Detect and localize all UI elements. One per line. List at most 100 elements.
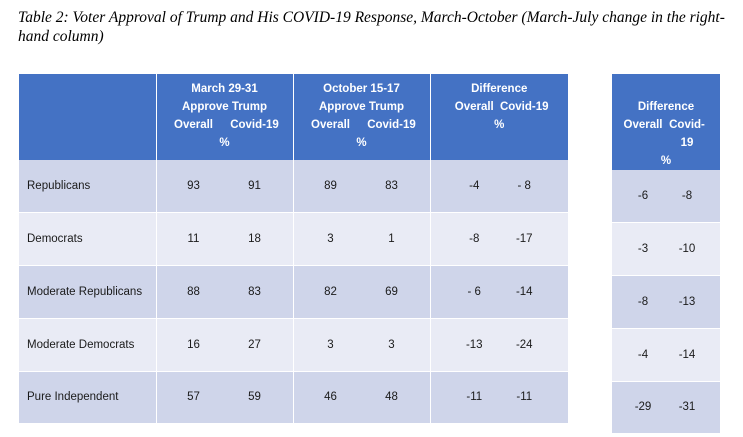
value-october-covid: 3 [388,338,395,351]
value-march-covid: 27 [248,338,261,351]
side-value-covid: -10 [678,242,696,255]
table-row: Republicans 93 91 89 83 -4 - 8 [19,160,568,212]
header-march-covid: Covid-19 [230,119,279,131]
table-row: Moderate Democrats 16 27 3 3 -13 -24 [19,318,568,371]
value-difference-covid: -14 [515,285,533,298]
table-row: -4 -14 [612,328,720,381]
value-march-overall: 57 [187,391,200,403]
row-label: Moderate Republicans [19,265,157,318]
cell-march: 88 83 [156,265,294,318]
value-difference-overall: -13 [465,338,483,351]
value-october-covid: 83 [385,179,398,192]
side-value-overall: -8 [637,295,649,308]
side-value-covid: -13 [678,295,696,308]
header-october-date: October 15-17 [323,83,400,95]
value-difference-covid: -11 [516,391,533,403]
value-october-covid: 69 [385,285,398,298]
header-october: October 15-17 Approve Trump Overall Covi… [293,74,431,160]
side-header-unit: % [660,155,672,167]
cell-march: 11 18 [156,212,294,265]
header-october-title: Approve Trump [319,101,404,113]
value-march-overall: 11 [187,232,200,245]
value-difference-covid: - 8 [517,179,531,192]
cell-october: 89 83 [293,160,431,212]
side-header-overall: Overall [623,119,663,131]
side-value-overall: -29 [634,401,652,413]
value-october-overall: 3 [327,232,334,245]
cell-march: 16 27 [156,318,294,371]
header-march-title: Approve Trump [182,101,267,113]
table-row: -3 -10 [612,222,720,275]
cell-difference: - 6 -14 [430,265,568,318]
cell-difference: -8 -17 [430,212,568,265]
header-difference-covid: Covid-19 [499,101,549,113]
side-value-overall: -3 [637,242,649,255]
cell-october: 82 69 [293,265,431,318]
value-march-overall: 88 [187,285,200,298]
row-label: Democrats [19,212,157,265]
row-label: Moderate Democrats [19,318,157,371]
row-label: Pure Independent [19,371,157,423]
header-difference-overall: Overall [454,101,494,113]
cell-difference: -13 -24 [430,318,568,371]
side-header-title: Difference [637,101,695,113]
value-difference-overall: - 6 [467,285,481,298]
value-march-covid: 83 [248,285,261,298]
table-row: Democrats 11 18 3 1 -8 -17 [19,212,568,265]
side-cell: -8 -13 [612,275,720,328]
side-difference-table: Difference Overall Covid-19 % -6 -8 -3 -10-… [612,74,720,434]
header-march-overall: Overall [174,119,213,131]
value-october-overall: 89 [324,179,337,192]
table-row: Moderate Republicans 88 83 82 69 - 6 -14 [19,265,568,318]
cell-march: 93 91 [156,160,294,212]
value-difference-overall: -8 [469,232,480,245]
value-october-overall: 3 [327,338,334,351]
value-march-overall: 93 [187,179,200,192]
header-march: March 29-31 Approve Trump Overall Covid-… [156,74,294,160]
main-table: March 29-31 Approve Trump Overall Covid-… [19,74,568,424]
cell-difference: -4 - 8 [430,160,568,212]
table-row: -6 -8 [612,170,720,222]
cell-difference: -11 -11 [430,371,568,423]
side-cell: -29 -31 [612,381,720,433]
side-value-overall: -6 [637,189,649,202]
header-october-unit: % [356,137,367,149]
row-label: Republicans [19,160,157,212]
cell-october: 46 48 [293,371,431,423]
value-october-covid: 48 [385,391,398,403]
value-difference-overall: -4 [469,179,480,192]
header-march-unit: % [219,137,230,149]
header-difference-title: Difference [471,83,528,95]
header-october-overall: Overall [311,119,350,131]
value-march-covid: 18 [248,232,261,245]
side-value-covid: -31 [678,401,696,413]
cell-march: 57 59 [156,371,294,423]
value-march-covid: 91 [248,179,261,192]
side-header: Difference Overall Covid-19 % [612,74,720,170]
table-row: -8 -13 [612,275,720,328]
side-cell: -6 -8 [612,170,720,222]
table-caption: Table 2: Voter Approval of Trump and His… [18,9,725,45]
header-difference: Difference Overall Covid-19 % [430,74,568,160]
table-row: Pure Independent 57 59 46 48 -11 -11 [19,371,568,423]
side-value-covid: -14 [678,348,696,361]
value-difference-covid: -24 [515,338,533,351]
table-row: -29 -31 [612,381,720,433]
value-difference-overall: -11 [466,391,483,403]
header-march-date: March 29-31 [191,83,258,95]
value-october-covid: 1 [388,232,395,245]
side-cell: -4 -14 [612,328,720,381]
header-october-covid: Covid-19 [367,119,416,131]
value-march-overall: 16 [187,338,200,351]
value-difference-covid: -17 [515,232,533,245]
value-march-covid: 59 [248,391,261,403]
header-row-label-cell [19,74,157,160]
side-header-covid: Covid-19 [669,119,705,149]
side-value-covid: -8 [681,189,693,202]
side-cell: -3 -10 [612,222,720,275]
value-october-overall: 46 [324,391,337,403]
header-difference-unit: % [494,119,505,131]
value-october-overall: 82 [324,285,337,298]
